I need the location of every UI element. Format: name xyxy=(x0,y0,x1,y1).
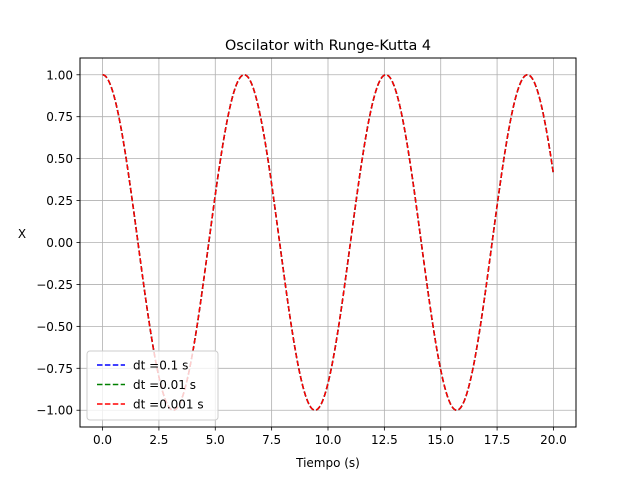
y-axis-label: X xyxy=(18,227,26,241)
x-tick-label: 7.5 xyxy=(262,433,281,447)
y-tick-label: −0.50 xyxy=(36,320,73,334)
x-axis-label: Tiempo (s) xyxy=(295,456,360,470)
x-tick-label: 5.0 xyxy=(206,433,225,447)
legend-label-3: dt =0.001 s xyxy=(133,398,204,412)
x-tick-label: 15.0 xyxy=(427,433,454,447)
y-tick-label: 0.00 xyxy=(46,236,73,250)
y-tick-label: 0.75 xyxy=(46,110,73,124)
x-tick-label: 10.0 xyxy=(315,433,342,447)
legend-label-2: dt =0.01 s xyxy=(133,378,196,392)
y-tick-label: −1.00 xyxy=(36,404,73,418)
x-tick-label: 12.5 xyxy=(371,433,398,447)
y-tick-label: 0.50 xyxy=(46,152,73,166)
grid xyxy=(80,58,576,427)
y-tick-label: 0.25 xyxy=(46,194,73,208)
y-tick-label: −0.25 xyxy=(36,278,73,292)
x-tick-label: 17.5 xyxy=(484,433,511,447)
chart-title: Oscilator with Runge-Kutta 4 xyxy=(225,38,431,54)
y-axis: 1.00 0.75 0.50 0.25 0.00 −0.25 −0.50 −0.75 −1.00 xyxy=(36,68,80,418)
x-tick-label: 20.0 xyxy=(540,433,567,447)
legend: dt =0.1 s dt =0.01 s dt =0.001 s xyxy=(86,350,219,421)
x-tick-label: 0.0 xyxy=(93,433,112,447)
legend-label-1: dt =0.1 s xyxy=(133,359,188,373)
x-axis: 0.0 2.5 5.0 7.5 10.0 12.5 15.0 17.5 20.0 xyxy=(93,427,567,447)
y-tick-label: −0.75 xyxy=(36,362,73,376)
legend-box xyxy=(86,350,219,421)
x-tick-label: 2.5 xyxy=(149,433,168,447)
y-tick-label: 1.00 xyxy=(46,68,73,82)
